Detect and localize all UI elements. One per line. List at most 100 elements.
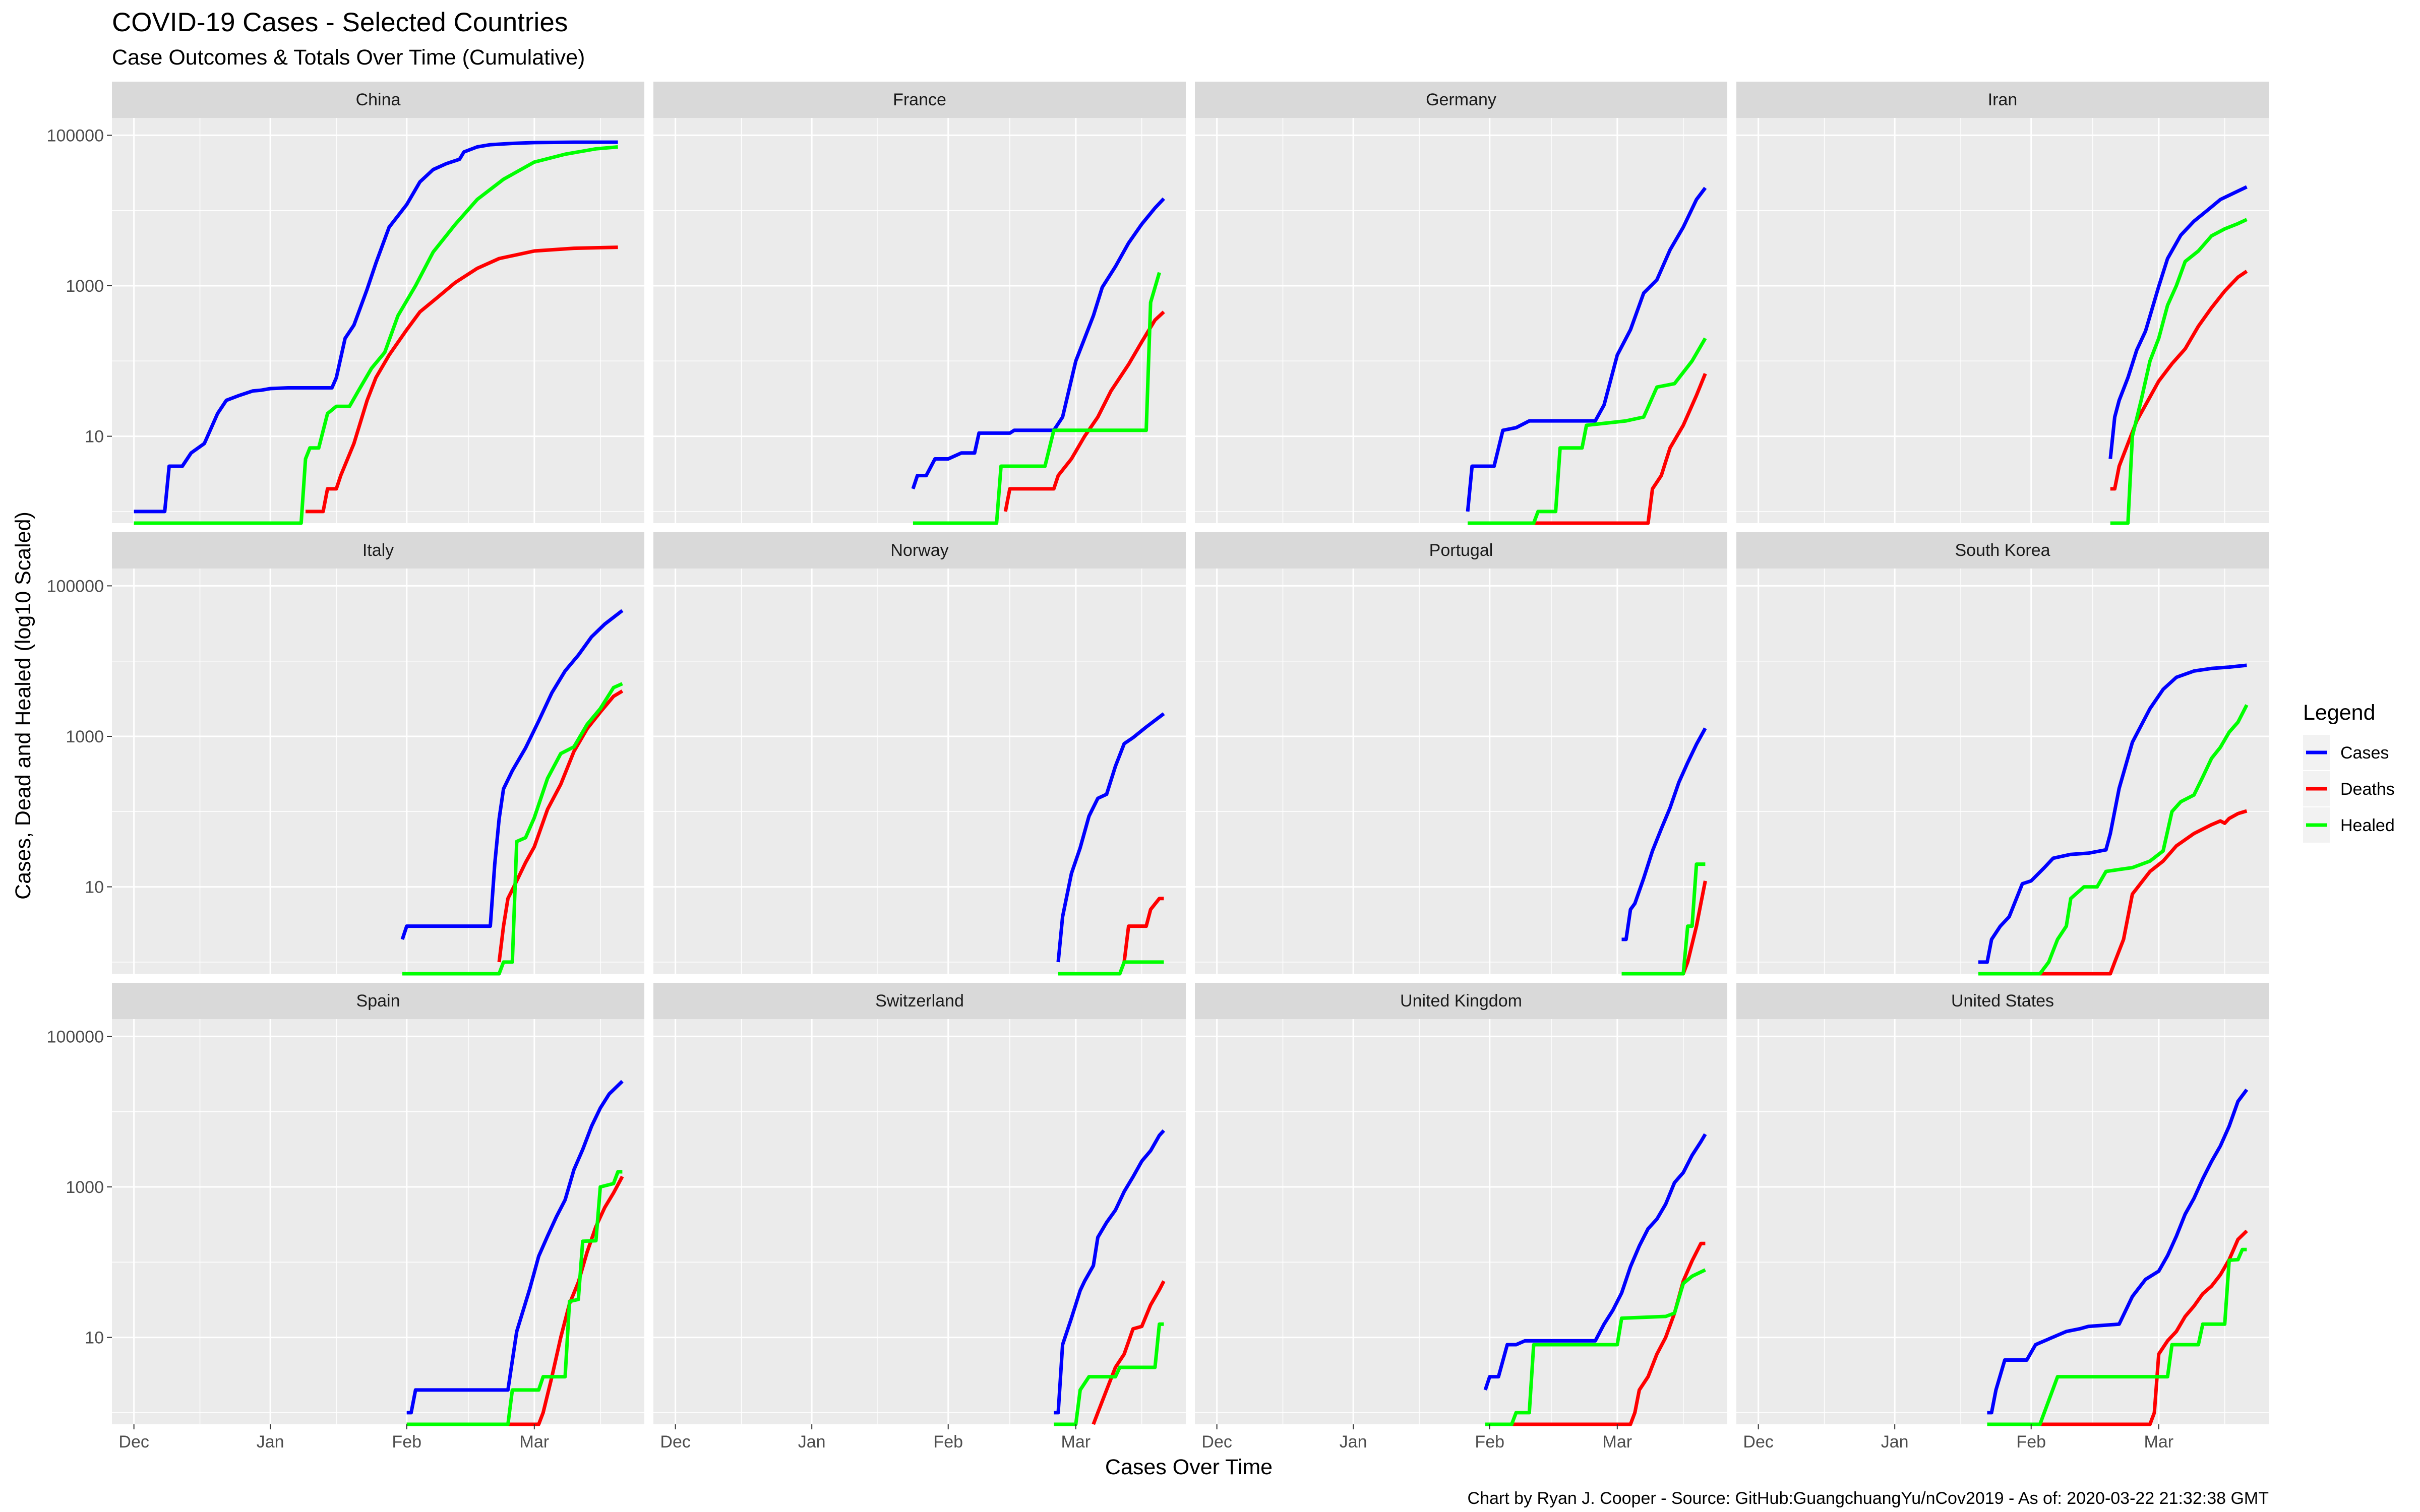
facet-spain: Spain 10 1000 100000 Dec Jan Feb Mar [47,983,644,1452]
y-tick-label: 1000 [66,277,104,296]
series-line-cases [1978,663,2247,964]
facet-italy: Italy 10 1000 100000 [47,532,644,976]
facet-portugal: Portugal [1195,532,1727,976]
x-tick-label: Mar [1603,1432,1632,1452]
panel-background [1195,1019,1727,1424]
series-line-deaths [2110,270,2248,491]
series-line-healed [1054,1322,1164,1426]
facet-strip [1195,532,1727,569]
facet-label: Spain [356,991,400,1011]
panel-background [112,569,644,974]
y-tick-label: 100000 [47,126,104,145]
facet-label: China [356,90,401,109]
x-tick-label: Dec [1743,1432,1773,1452]
series-line-cases [1056,712,1165,963]
facet-germany: Germany [1195,82,1727,525]
y-tick-label: 1000 [66,727,104,746]
x-tick-label: Mar [2144,1432,2174,1452]
series-line-deaths [1978,809,2248,976]
facet-strip [1736,82,2269,118]
y-tick-label: 100000 [47,1027,104,1046]
facet-label: Germany [1426,90,1496,109]
x-tick-label: Feb [933,1432,963,1452]
panel-background [1736,569,2269,974]
x-tick-label: Feb [1475,1432,1504,1452]
series-line-healed [1987,1247,2247,1426]
x-tick-label: Jan [1340,1432,1367,1452]
series-line-healed [1978,704,2249,976]
facet-china: China 10 1000 100000 [47,82,644,525]
legend-title: Legend [2303,701,2376,725]
x-tick-label: Feb [2016,1432,2046,1452]
panel-background [653,1019,1186,1424]
facet-strip [1736,983,2269,1019]
series-line-deaths [497,689,624,963]
series-line-healed [1485,1268,1706,1426]
facet-panels: China 10 1000 100000 France Germany Iran Italy 1… [47,82,2269,1452]
facet-strip [112,82,644,118]
x-tick-label: Dec [118,1432,149,1452]
x-tick-label: Dec [660,1432,690,1452]
x-tick-label: Jan [1881,1432,1909,1452]
series-line-cases [134,140,618,514]
series-line-healed [1468,337,1707,525]
panel-background [1195,118,1727,523]
series-line-healed [402,682,623,976]
legend: Legend Cases Deaths Healed [2303,701,2395,843]
y-tick-label: 10 [85,878,104,897]
series-line-cases [406,1080,624,1415]
facet-south-korea: South Korea [1736,532,2269,976]
facet-strip [112,983,644,1019]
facet-label: South Korea [1955,541,2050,560]
series-line-cases [1987,1088,2249,1415]
facet-iran: Iran [1736,82,2269,525]
legend-key-cases: Cases [2303,735,2389,770]
series-line-cases [1621,727,1707,941]
x-tick-label: Feb [392,1432,421,1452]
facet-switzerland: Switzerland Dec Jan Feb Mar [653,983,1186,1452]
series-line-deaths [306,245,618,514]
facet-united-kingdom: United Kingdom Dec Jan Feb Mar [1195,983,1727,1452]
y-axis-title: Cases, Dead and Healed (log10 Scaled) [11,512,35,900]
legend-label-deaths: Deaths [2340,780,2395,799]
facet-strip [1195,983,1727,1019]
facet-label: France [893,90,946,109]
facet-strip [653,983,1186,1019]
facet-norway: Norway [653,532,1186,976]
facet-label: Iran [1988,90,2018,109]
series-line-healed [1058,960,1164,976]
series-line-deaths [1468,372,1707,525]
facet-label: United Kingdom [1400,991,1522,1011]
legend-label-healed: Healed [2340,816,2395,835]
x-tick-label: Mar [1061,1432,1091,1452]
facet-strip [112,532,644,569]
x-tick-label: Mar [520,1432,550,1452]
y-tick-label: 10 [85,1329,104,1348]
series-line-healed [913,272,1161,525]
series-line-cases [1466,186,1707,512]
panel-background [1736,1019,2269,1424]
facet-label: Norway [890,541,948,560]
facet-strip [653,82,1186,118]
series-line-deaths [1122,897,1164,963]
series-line-healed [2110,218,2248,525]
x-axis-title: Cases Over Time [1105,1455,1273,1479]
series-line-cases [2108,185,2248,459]
y-tick-label: 100000 [47,577,104,596]
series-line-cases [400,609,624,940]
panel-background [112,118,644,523]
facet-strip [653,532,1186,569]
legend-label-cases: Cases [2340,743,2389,763]
facet-label: United States [1951,991,2054,1011]
y-tick-label: 1000 [66,1178,104,1197]
series-line-deaths [1485,1241,1706,1426]
x-tick-label: Dec [1201,1432,1232,1452]
series-line-deaths [1092,1280,1166,1425]
facet-united-states: United States Dec Jan Feb Mar [1736,983,2269,1452]
facet-france: France [653,82,1186,525]
y-tick-label: 10 [85,427,104,447]
series-line-healed [406,1170,623,1426]
facet-strip [1195,82,1727,118]
legend-key-deaths: Deaths [2303,771,2395,806]
